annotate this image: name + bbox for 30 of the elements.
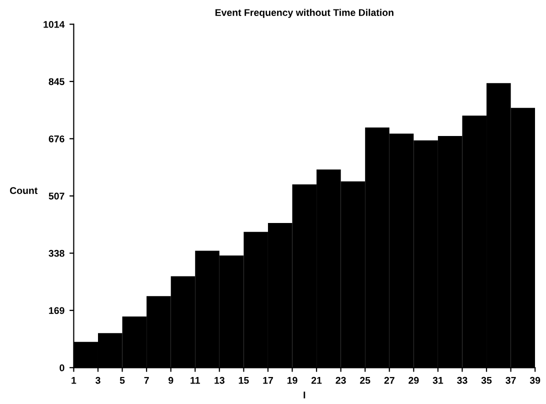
x-tick-label: 15 xyxy=(238,377,249,384)
y-tick-label: 338 xyxy=(48,250,64,257)
x-tick-label: 1 xyxy=(72,377,76,384)
x-tick-label: 31 xyxy=(432,376,444,384)
y-tick-label: 0 xyxy=(60,364,64,372)
x-tick-label: 17 xyxy=(263,377,273,384)
x-tick-label: 35 xyxy=(481,376,492,384)
x-tick-label: 13 xyxy=(214,376,224,384)
x-tick-label: 37 xyxy=(506,376,516,384)
x-tick-label: 23 xyxy=(336,376,346,384)
y-tick-label: 676 xyxy=(48,135,64,142)
x-tick-label: 21 xyxy=(311,376,322,384)
y-tick-label: 507 xyxy=(48,192,64,200)
x-tick-label: 19 xyxy=(287,376,298,384)
x-tick-label: 7 xyxy=(144,377,149,384)
x-tick-label: 5 xyxy=(120,377,125,384)
x-tick-label: 39 xyxy=(530,376,540,384)
x-tick-label: 33 xyxy=(457,376,468,384)
x-tick-label: 9 xyxy=(168,376,174,384)
x-axis-title: I xyxy=(304,392,306,398)
x-tick-label: 11 xyxy=(190,377,200,384)
chart-title: Event Frequency without Time Dilation xyxy=(215,8,394,18)
x-tick-label: 3 xyxy=(96,376,100,384)
y-axis-title: Count xyxy=(10,187,38,194)
x-tick-label: 27 xyxy=(384,376,394,384)
y-tick-label: 845 xyxy=(48,78,64,86)
y-tick-label: 1014 xyxy=(44,20,65,28)
x-tick-label: 29 xyxy=(408,376,419,384)
x-tick-label: 25 xyxy=(360,376,370,384)
y-tick-label: 169 xyxy=(49,307,64,314)
